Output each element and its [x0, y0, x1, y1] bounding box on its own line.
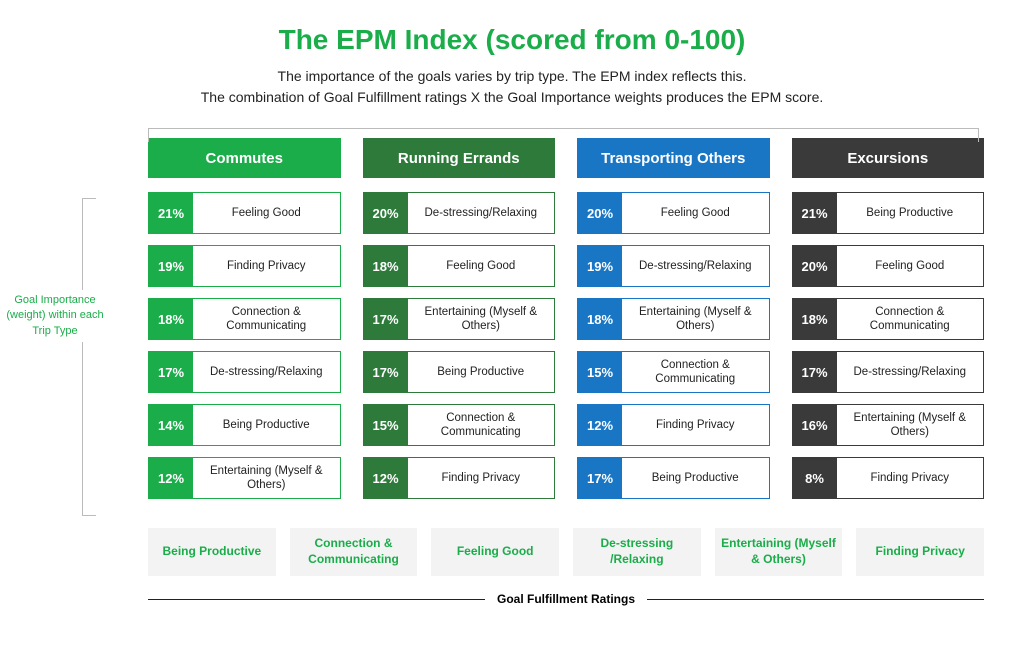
goal-row: 15%Connection & Communicating [577, 351, 770, 393]
goal-row: 20%Feeling Good [577, 192, 770, 234]
subtitle-line-2: The combination of Goal Fulfillment rati… [201, 89, 824, 105]
goal-label: Connection & Communicating [837, 299, 984, 339]
goal-label: Entertaining (Myself & Others) [408, 299, 555, 339]
columns-container: Commutes21%Feeling Good19%Finding Privac… [148, 138, 984, 510]
column-header: Excursions [792, 138, 985, 178]
goal-percentage: 15% [578, 352, 622, 392]
goal-row: 20%Feeling Good [792, 245, 985, 287]
column-header: Commutes [148, 138, 341, 178]
goal-percentage: 17% [578, 458, 622, 498]
category-chip: Entertaining (Myself & Others) [715, 528, 843, 576]
goal-label: Being Productive [837, 193, 984, 233]
goal-label: Connection & Communicating [193, 299, 340, 339]
goal-label: Feeling Good [193, 193, 340, 233]
page-title: The EPM Index (scored from 0-100) [40, 24, 984, 56]
goal-label: Connection & Communicating [622, 352, 769, 392]
goal-label: Connection & Communicating [408, 405, 555, 445]
goal-label: Entertaining (Myself & Others) [193, 458, 340, 498]
goal-percentage: 8% [793, 458, 837, 498]
goal-row: 17%De-stressing/Relaxing [792, 351, 985, 393]
goal-percentage: 20% [364, 193, 408, 233]
goal-row: 12%Finding Privacy [577, 404, 770, 446]
category-chip: Being Productive [148, 528, 276, 576]
category-chip: Connection & Communicating [290, 528, 418, 576]
column-header: Transporting Others [577, 138, 770, 178]
goal-row: 17%Being Productive [363, 351, 556, 393]
goal-row: 21%Feeling Good [148, 192, 341, 234]
goal-row: 19%De-stressing/Relaxing [577, 245, 770, 287]
goal-percentage: 18% [364, 246, 408, 286]
goal-percentage: 20% [578, 193, 622, 233]
goal-label: De-stressing/Relaxing [408, 193, 555, 233]
category-chip: De-stressing /Relaxing [573, 528, 701, 576]
goal-percentage: 17% [793, 352, 837, 392]
goal-row: 17%De-stressing/Relaxing [148, 351, 341, 393]
goal-percentage: 17% [364, 299, 408, 339]
goal-row: 12%Entertaining (Myself & Others) [148, 457, 341, 499]
goal-percentage: 19% [578, 246, 622, 286]
goal-percentage: 14% [149, 405, 193, 445]
goal-row: 16%Entertaining (Myself & Others) [792, 404, 985, 446]
goal-percentage: 20% [793, 246, 837, 286]
goal-row: 18%Connection & Communicating [148, 298, 341, 340]
goal-label: Being Productive [622, 458, 769, 498]
goal-label: Finding Privacy [193, 246, 340, 286]
goal-label: Feeling Good [622, 193, 769, 233]
goal-label: Finding Privacy [622, 405, 769, 445]
goal-row: 17%Entertaining (Myself & Others) [363, 298, 556, 340]
goal-percentage: 15% [364, 405, 408, 445]
goal-percentage: 18% [578, 299, 622, 339]
goal-row: 8%Finding Privacy [792, 457, 985, 499]
goal-row: 20%De-stressing/Relaxing [363, 192, 556, 234]
goal-row: 18%Entertaining (Myself & Others) [577, 298, 770, 340]
goal-percentage: 18% [149, 299, 193, 339]
goal-percentage: 21% [149, 193, 193, 233]
goal-percentage: 21% [793, 193, 837, 233]
goal-label: De-stressing/Relaxing [193, 352, 340, 392]
goal-label: Being Productive [408, 352, 555, 392]
goal-row: 17%Being Productive [577, 457, 770, 499]
goal-row: 18%Feeling Good [363, 245, 556, 287]
left-axis-label: Goal Importance (weight) within each Tri… [0, 290, 110, 342]
trip-type-column: Running Errands20%De-stressing/Relaxing1… [363, 138, 556, 510]
goal-row: 15%Connection & Communicating [363, 404, 556, 446]
goal-percentage: 12% [364, 458, 408, 498]
category-chip: Finding Privacy [856, 528, 984, 576]
category-chip: Feeling Good [431, 528, 559, 576]
trip-type-column: Transporting Others20%Feeling Good19%De-… [577, 138, 770, 510]
goal-label: Being Productive [193, 405, 340, 445]
column-header: Running Errands [363, 138, 556, 178]
goal-percentage: 12% [578, 405, 622, 445]
goal-row: 12%Finding Privacy [363, 457, 556, 499]
goal-label: Finding Privacy [408, 458, 555, 498]
bottom-axis-label: Goal Fulfillment Ratings [485, 592, 647, 606]
goal-row: 14%Being Productive [148, 404, 341, 446]
goal-label: Feeling Good [837, 246, 984, 286]
bottom-label-wrap: Goal Fulfillment Ratings [148, 590, 984, 608]
goal-percentage: 17% [149, 352, 193, 392]
page-subtitle: The importance of the goals varies by tr… [40, 66, 984, 108]
goal-label: De-stressing/Relaxing [622, 246, 769, 286]
categories-row: Being Productive Connection & Communicati… [148, 528, 984, 576]
goal-row: 21%Being Productive [792, 192, 985, 234]
goal-label: Feeling Good [408, 246, 555, 286]
goal-percentage: 16% [793, 405, 837, 445]
goal-label: De-stressing/Relaxing [837, 352, 984, 392]
subtitle-line-1: The importance of the goals varies by tr… [278, 68, 747, 84]
goal-row: 19%Finding Privacy [148, 245, 341, 287]
goal-percentage: 18% [793, 299, 837, 339]
goal-percentage: 12% [149, 458, 193, 498]
goal-label: Finding Privacy [837, 458, 984, 498]
trip-type-column: Excursions21%Being Productive20%Feeling … [792, 138, 985, 510]
goal-percentage: 19% [149, 246, 193, 286]
goal-label: Entertaining (Myself & Others) [837, 405, 984, 445]
trip-type-column: Commutes21%Feeling Good19%Finding Privac… [148, 138, 341, 510]
goal-label: Entertaining (Myself & Others) [622, 299, 769, 339]
left-bracket [82, 198, 96, 516]
goal-percentage: 17% [364, 352, 408, 392]
goal-row: 18%Connection & Communicating [792, 298, 985, 340]
top-bracket [148, 128, 979, 142]
